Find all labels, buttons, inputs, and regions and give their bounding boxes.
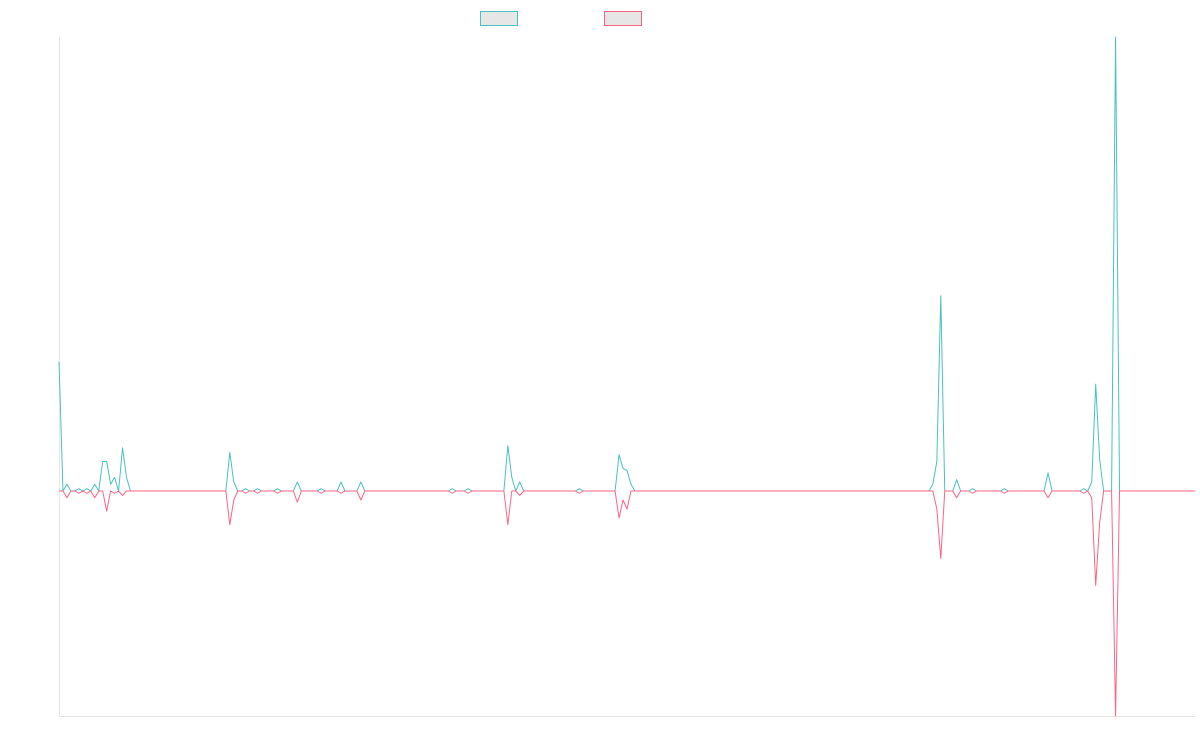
legend-swatch-series-1 — [480, 10, 518, 26]
legend-item-series-1[interactable] — [480, 8, 524, 28]
series-line-1[interactable] — [58, 36, 1195, 492]
series-layer — [58, 36, 1195, 717]
series-line-2[interactable] — [59, 490, 1195, 717]
legend-item-series-2[interactable] — [604, 8, 648, 28]
legend-swatch-series-2 — [604, 10, 642, 26]
legend — [0, 8, 1200, 28]
